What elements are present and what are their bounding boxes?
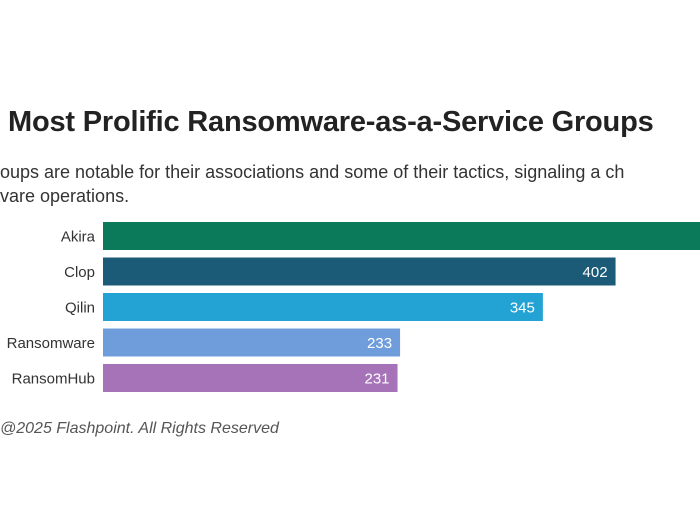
bar-ransomware bbox=[103, 328, 401, 357]
subtitle-line-1: oups are notable for their associations … bbox=[0, 162, 625, 182]
subtitle-line-2: vare operations. bbox=[0, 186, 130, 206]
bar-qilin bbox=[103, 293, 543, 321]
data-label-qilin: 345 bbox=[510, 300, 535, 317]
data-label-ransomware: 233 bbox=[367, 335, 392, 352]
category-label-clop: Clop bbox=[64, 264, 95, 281]
bar-clop bbox=[103, 257, 616, 286]
copyright-footer: @2025 Flashpoint. All Rights Reserved bbox=[0, 420, 279, 437]
bar-ransomhub bbox=[103, 364, 398, 392]
chart-subtitle: oups are notable for their associations … bbox=[0, 160, 700, 208]
data-label-clop: 402 bbox=[583, 264, 608, 281]
bar-akira bbox=[103, 222, 700, 250]
category-label-ransomhub: RansomHub bbox=[12, 371, 95, 388]
category-label-qilin: Qilin bbox=[65, 300, 95, 317]
chart-title: Most Prolific Ransomware-as-a-Service Gr… bbox=[8, 106, 654, 138]
category-label-akira: Akira bbox=[61, 229, 96, 246]
data-label-ransomhub: 231 bbox=[364, 371, 389, 388]
bar-chart: Akira Clop 402 Qilin 345 Ransomware 233 RansomH… bbox=[7, 222, 700, 392]
category-label-ransomware: Ransomware bbox=[7, 335, 95, 352]
